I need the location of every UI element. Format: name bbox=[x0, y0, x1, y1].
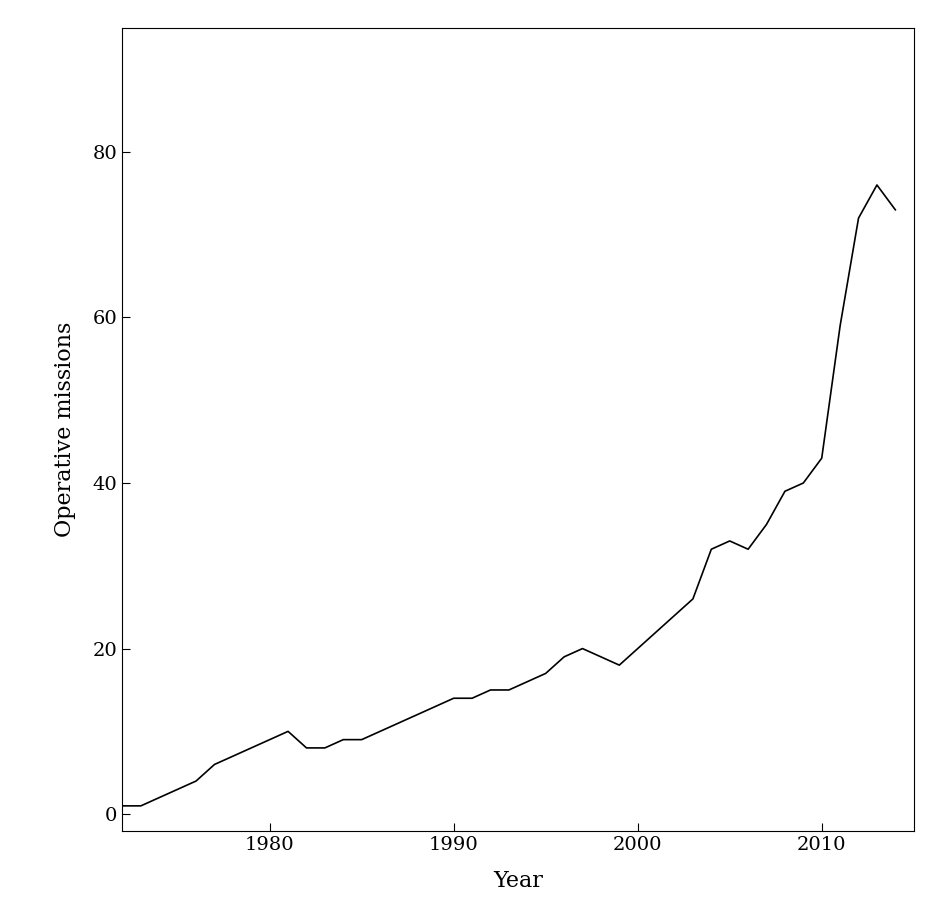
Y-axis label: Operative missions: Operative missions bbox=[55, 321, 76, 537]
X-axis label: Year: Year bbox=[494, 870, 543, 893]
